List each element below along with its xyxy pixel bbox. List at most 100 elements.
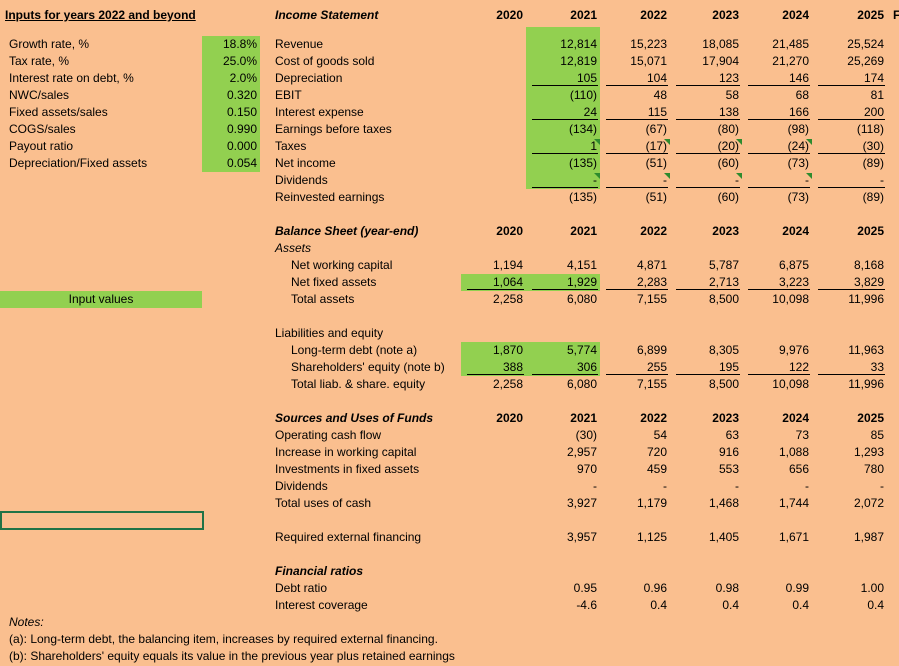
year-header: 2025: [857, 224, 884, 238]
cell-value[interactable]: 1,870: [461, 342, 526, 359]
input-value[interactable]: 0.990: [202, 121, 260, 138]
cell-value: 4,151: [566, 258, 597, 272]
cell-value[interactable]: 306: [526, 359, 600, 376]
input-value[interactable]: 25.0%: [202, 53, 260, 70]
input-value[interactable]: 0.054: [202, 155, 260, 172]
cell-value[interactable]: 5,774: [526, 342, 600, 359]
input-label: Fixed assets/sales: [9, 105, 108, 119]
year-header: 2025: [857, 8, 884, 22]
cell-value[interactable]: (110): [526, 87, 600, 104]
cell-value: 916: [718, 445, 739, 459]
year-header: 2022: [640, 8, 667, 22]
input-value[interactable]: 2.0%: [202, 70, 260, 87]
cell-value: 970: [576, 462, 597, 476]
comment-marker[interactable]: [664, 139, 670, 145]
cell-value[interactable]: 1,064: [461, 274, 526, 291]
row-label: Reinvested earnings: [275, 190, 385, 204]
cell-value: 195: [670, 359, 742, 376]
cell-value: 1,088: [778, 445, 809, 459]
cell-value: 2,072: [853, 496, 884, 510]
cell-value: 138: [670, 104, 742, 121]
year-header: 2022: [640, 411, 667, 425]
cell-value: -4.6: [576, 598, 597, 612]
section-title: Income Statement: [275, 8, 379, 22]
cell-value: (51): [645, 190, 667, 204]
subsection-title: Assets: [275, 241, 312, 255]
comment-marker[interactable]: [664, 173, 670, 179]
cell-value: 0.4: [792, 598, 809, 612]
cell-value: 8,305: [708, 343, 739, 357]
cell-value: -: [663, 479, 667, 493]
cell-value: 17,904: [702, 54, 739, 68]
cell-value: 0.99: [785, 581, 809, 595]
year-header: 2020: [496, 411, 523, 425]
cell-value[interactable]: (135): [526, 155, 600, 172]
section-title: Financial ratios: [275, 564, 364, 578]
row-label: Total uses of cash: [275, 496, 372, 510]
cell-value: 1,179: [636, 496, 667, 510]
cell-value: 780: [863, 462, 884, 476]
input-label: NWC/sales: [9, 88, 70, 102]
year-header: 2021: [570, 411, 597, 425]
cell-value: 25,269: [847, 54, 884, 68]
year-header: 2025: [857, 411, 884, 425]
cell-value: 123: [670, 70, 742, 87]
input-value[interactable]: 18.8%: [202, 36, 260, 53]
cell-value: 656: [788, 462, 809, 476]
section-title: Sources and Uses of Funds: [275, 411, 434, 425]
cell-value: 10,098: [772, 292, 809, 306]
row-label: Debt ratio: [275, 581, 328, 595]
cell-value: 15,223: [630, 37, 667, 51]
cell-value[interactable]: (134): [526, 121, 600, 138]
row-label: Long-term debt (note a): [291, 343, 418, 357]
cell-value: 21,485: [772, 37, 809, 51]
cell-value: 15,071: [630, 54, 667, 68]
cell-value: 58: [725, 88, 739, 102]
note-line: (b): Shareholders' equity equals its val…: [9, 649, 455, 663]
comment-marker[interactable]: [594, 173, 600, 179]
comment-marker[interactable]: [736, 139, 742, 145]
comment-marker[interactable]: [806, 173, 812, 179]
cell-value: 63: [725, 428, 739, 442]
cell-value[interactable]: 12,819: [526, 53, 600, 70]
cell-value[interactable]: 1: [526, 138, 600, 155]
cell-value: 3,927: [566, 496, 597, 510]
cell-value[interactable]: 24: [526, 104, 600, 121]
row-label: Dividends: [275, 173, 328, 187]
cell-value: (60): [717, 156, 739, 170]
cell-value: (67): [645, 122, 667, 136]
input-value[interactable]: 0.150: [202, 104, 260, 121]
input-label: Depreciation/Fixed assets: [9, 156, 148, 170]
selected-cell[interactable]: [0, 511, 204, 530]
cell-value: 73: [795, 428, 809, 442]
cell-value: (80): [717, 122, 739, 136]
cell-value: 9,976: [778, 343, 809, 357]
row-label: Increase in working capital: [275, 445, 417, 459]
comment-marker[interactable]: [806, 139, 812, 145]
input-value[interactable]: 0.000: [202, 138, 260, 155]
cell-value: 81: [870, 88, 884, 102]
cell-value: 3,957: [566, 530, 597, 544]
input-value[interactable]: 0.320: [202, 87, 260, 104]
cell-value: 18,085: [702, 37, 739, 51]
year-header: 2024: [782, 8, 809, 22]
cell-value[interactable]: 1,929: [526, 274, 600, 291]
cell-value: (60): [717, 190, 739, 204]
row-label: Interest coverage: [275, 598, 368, 612]
cell-value: 10,098: [772, 377, 809, 391]
cell-value: (98): [787, 122, 809, 136]
cell-value: 1,405: [708, 530, 739, 544]
cell-value: 2,258: [492, 292, 523, 306]
cell-value: 3,829: [812, 274, 887, 291]
comment-marker[interactable]: [594, 139, 600, 145]
cell-value: (89): [862, 190, 884, 204]
cell-value[interactable]: 388: [461, 359, 526, 376]
row-label: Depreciation: [275, 71, 343, 85]
comment-marker[interactable]: [736, 173, 742, 179]
cell-value[interactable]: 105: [526, 70, 600, 87]
cell-value[interactable]: -: [526, 172, 600, 189]
year-header: 2024: [782, 411, 809, 425]
cell-value: (24): [742, 138, 812, 155]
cell-value: 200: [812, 104, 887, 121]
cell-value[interactable]: 12,814: [526, 36, 600, 53]
